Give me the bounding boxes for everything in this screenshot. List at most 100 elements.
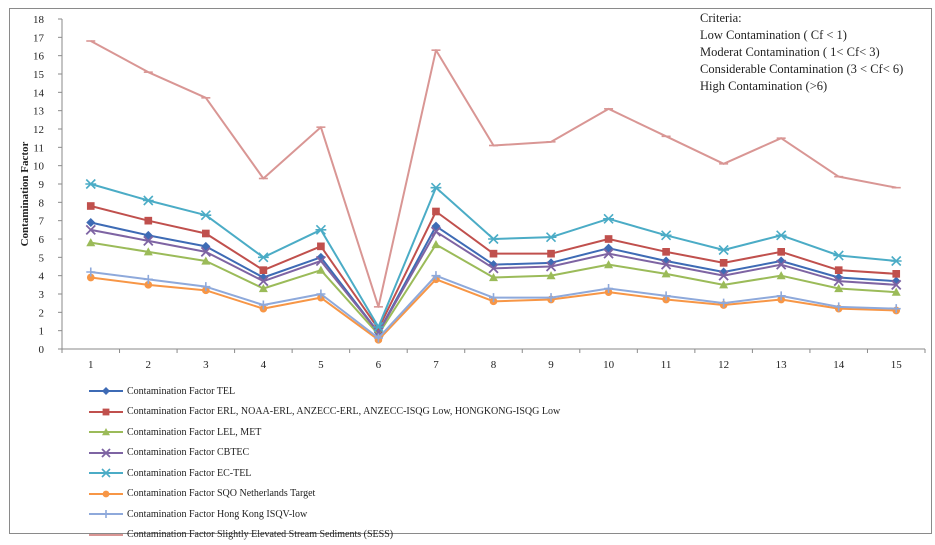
- y-tick-label: 11: [33, 142, 44, 154]
- x-tick-label: 10: [603, 359, 615, 371]
- criteria-box: Criteria: Low Contamination ( Cf < 1) Mo…: [700, 10, 903, 95]
- series-line: [91, 230, 896, 333]
- data-point: [776, 231, 787, 240]
- data-point: [317, 243, 325, 251]
- y-axis-label: Contamination Factor: [19, 141, 31, 246]
- data-point: [546, 233, 557, 242]
- data-point: [101, 469, 111, 477]
- data-point: [547, 250, 555, 258]
- y-tick-label: 5: [39, 252, 45, 264]
- data-point: [891, 257, 902, 266]
- data-point: [603, 214, 614, 223]
- data-point: [316, 266, 325, 274]
- x-tick-label: 2: [146, 359, 152, 371]
- x-tick-label: 4: [261, 359, 267, 371]
- legend-label: Contamination Factor LEL, MET: [127, 427, 261, 438]
- data-point: [432, 208, 440, 216]
- y-tick-label: 14: [33, 87, 45, 99]
- y-tick-label: 16: [33, 51, 45, 63]
- x-tick-label: 14: [833, 359, 845, 371]
- data-point: [605, 235, 613, 243]
- legend: Contamination Factor TEL Contamination Fa…: [88, 381, 560, 545]
- y-tick-label: 3: [39, 289, 45, 301]
- criteria-low: Low Contamination ( Cf < 1): [700, 27, 903, 44]
- criteria-high: High Contamination (>6): [700, 78, 903, 95]
- y-tick-label: 2: [39, 307, 45, 319]
- legend-swatch: [88, 488, 124, 500]
- data-point: [103, 490, 110, 497]
- series-line: [91, 278, 896, 340]
- data-point: [431, 183, 442, 192]
- legend-swatch: [88, 406, 124, 418]
- data-point: [316, 225, 327, 234]
- data-point: [777, 248, 785, 256]
- x-tick-label: 5: [318, 359, 324, 371]
- series-4: [86, 225, 900, 337]
- y-tick-label: 0: [39, 344, 45, 356]
- legend-item: Contamination Factor CBTEC: [88, 443, 560, 464]
- legend-swatch: [88, 467, 124, 479]
- data-point: [431, 240, 440, 248]
- legend-item: Contamination Factor EC-TEL: [88, 463, 560, 484]
- data-point: [490, 250, 498, 258]
- y-tick-label: 4: [39, 271, 45, 283]
- x-tick-label: 7: [433, 359, 439, 371]
- x-tick-label: 11: [661, 359, 672, 371]
- y-tick-label: 9: [39, 179, 45, 191]
- data-point: [87, 202, 95, 210]
- data-point: [720, 259, 728, 267]
- data-point: [488, 235, 499, 244]
- legend-label: Contamination Factor Hong Kong ISQV-low: [127, 509, 307, 520]
- data-point: [102, 387, 110, 395]
- legend-swatch: [88, 508, 124, 520]
- x-tick-label: 15: [891, 359, 903, 371]
- legend-swatch: [88, 385, 124, 397]
- data-point: [85, 180, 96, 189]
- series-6: [87, 274, 900, 344]
- legend-item: Contamination Factor LEL, MET: [88, 422, 560, 443]
- data-point: [718, 246, 729, 255]
- data-point: [103, 408, 110, 415]
- x-tick-label: 9: [548, 359, 554, 371]
- legend-label: Contamination Factor ERL, NOAA-ERL, ANZE…: [127, 406, 560, 417]
- data-point: [661, 231, 672, 240]
- x-tick-label: 1: [88, 359, 94, 371]
- x-tick-label: 13: [776, 359, 788, 371]
- y-tick-label: 13: [33, 106, 45, 118]
- x-tick-label: 12: [718, 359, 729, 371]
- data-point: [892, 270, 900, 278]
- legend-label: Contamination Factor TEL: [127, 386, 235, 397]
- x-tick-label: 3: [203, 359, 209, 371]
- data-point: [260, 266, 268, 274]
- y-tick-label: 10: [33, 161, 45, 173]
- y-tick-label: 15: [33, 69, 45, 81]
- data-point: [835, 266, 843, 274]
- data-point: [200, 211, 211, 220]
- legend-label: Contamination Factor CBTEC: [127, 447, 249, 458]
- legend-item: Contamination Factor Hong Kong ISQV-low: [88, 504, 560, 525]
- data-point: [662, 248, 670, 256]
- data-point: [202, 230, 210, 238]
- x-tick-label: 8: [491, 359, 497, 371]
- legend-swatch: [88, 426, 124, 438]
- data-point: [86, 268, 95, 277]
- legend-label: Contamination Factor EC-TEL: [127, 468, 251, 479]
- y-tick-label: 18: [33, 14, 45, 26]
- y-tick-label: 17: [33, 32, 45, 44]
- criteria-heading: Criteria:: [700, 10, 903, 27]
- x-tick-label: 6: [376, 359, 382, 371]
- y-tick-label: 8: [39, 197, 45, 209]
- y-tick-label: 6: [39, 234, 45, 246]
- legend-item: Contamination Factor TEL: [88, 381, 560, 402]
- y-tick-label: 7: [39, 216, 45, 228]
- criteria-considerable: Considerable Contamination (3 < Cf< 6): [700, 61, 903, 78]
- criteria-moderate: Moderat Contamination ( 1< Cf< 3): [700, 44, 903, 61]
- data-point: [144, 275, 153, 284]
- data-point: [144, 217, 152, 225]
- y-tick-label: 1: [39, 326, 45, 338]
- data-point: [102, 510, 110, 518]
- data-point: [143, 196, 154, 205]
- data-point: [258, 253, 269, 262]
- legend-swatch: [88, 447, 124, 459]
- legend-item: Contamination Factor SQO Netherlands Tar…: [88, 484, 560, 505]
